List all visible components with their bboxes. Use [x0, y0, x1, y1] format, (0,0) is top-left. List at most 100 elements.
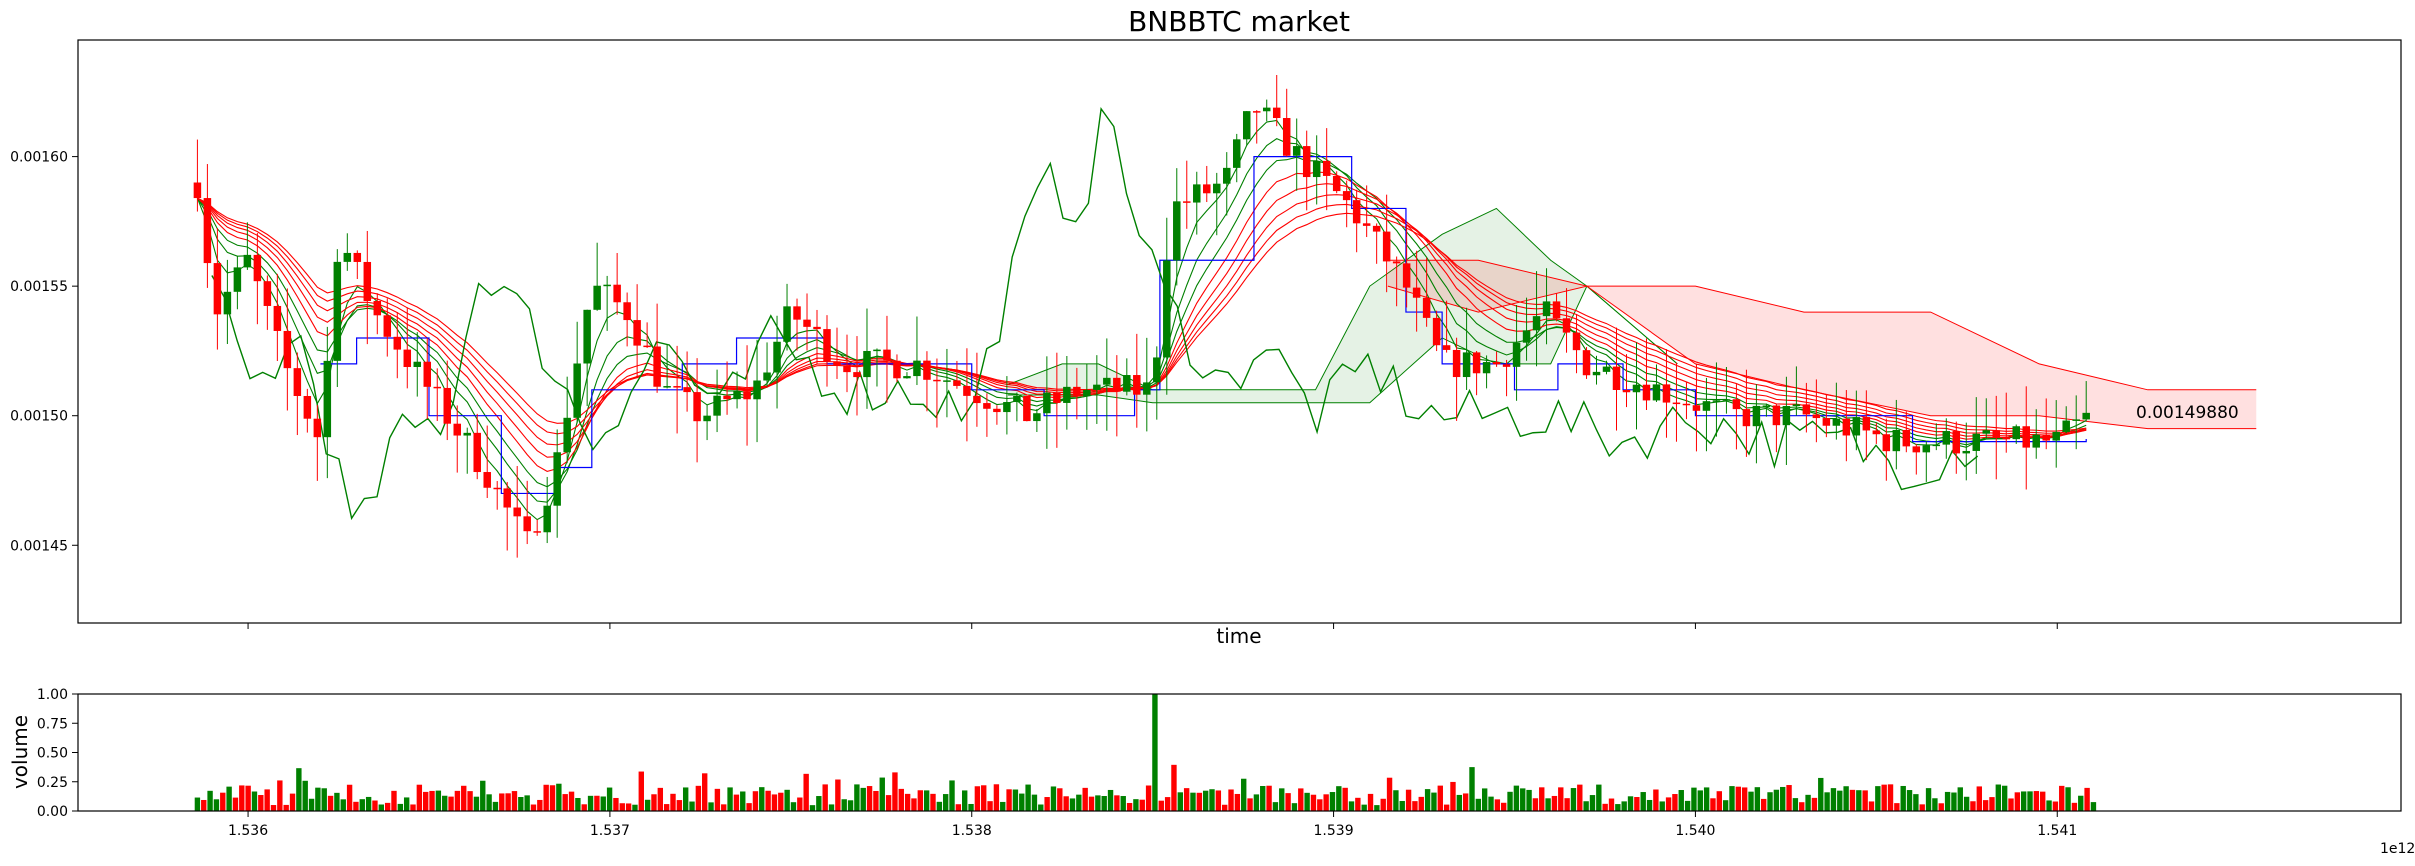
volume-bar	[1653, 789, 1659, 811]
volume-bar	[1539, 787, 1545, 811]
candle-body	[203, 198, 212, 264]
volume-bar	[486, 794, 492, 811]
volume-x-tick-label: 1.539	[1314, 823, 1354, 839]
candle-body	[533, 531, 541, 533]
volume-bar	[1684, 800, 1691, 811]
candle-body	[1732, 399, 1741, 410]
candle-body	[1642, 384, 1651, 401]
volume-bar	[835, 779, 841, 811]
candle-body	[863, 350, 871, 378]
volume-bar	[625, 803, 632, 811]
volume-bar	[879, 777, 885, 811]
volume-bar	[397, 803, 404, 811]
volume-bar	[1564, 798, 1570, 811]
candle-body	[1492, 362, 1501, 365]
candle-body	[943, 380, 951, 382]
volume-bar	[289, 793, 296, 811]
volume-bar	[1615, 804, 1621, 811]
volume-bar	[461, 785, 467, 811]
volume-bar	[1317, 799, 1323, 811]
volume-bar	[543, 784, 549, 811]
candle-body	[1752, 405, 1761, 427]
candle-body	[893, 360, 901, 379]
volume-bar	[860, 787, 866, 811]
candle-body	[383, 315, 392, 337]
candle-body	[1043, 392, 1051, 414]
candle-body	[703, 415, 711, 422]
volume-bar	[2033, 791, 2040, 811]
volume-bar	[1380, 798, 1386, 811]
volume-bar	[1241, 778, 1247, 811]
volume-bar	[841, 799, 847, 811]
candle-body	[1412, 287, 1421, 298]
volume-y-axis: 0.00 0.25 0.50 0.75 1.00	[37, 687, 78, 820]
price-plot-frame	[77, 39, 2402, 624]
candle-body	[763, 372, 771, 381]
volume-bar	[1412, 801, 1418, 811]
volume-bar	[714, 788, 721, 811]
volume-bar	[1760, 798, 1767, 811]
candle-body	[973, 395, 981, 404]
chikou-line	[211, 106, 1979, 521]
volume-bar	[771, 794, 778, 811]
candle-body	[353, 252, 362, 262]
volume-bar	[1558, 787, 1564, 811]
volume-bar	[442, 795, 448, 811]
candlesticks	[193, 74, 2090, 558]
volume-bar	[1722, 800, 1729, 811]
ema-line	[197, 197, 2087, 435]
candle-body	[1702, 401, 1711, 411]
volume-bar	[1526, 789, 1532, 811]
volume-bar	[606, 787, 613, 811]
candle-body	[1053, 392, 1061, 403]
volume-bar	[676, 800, 683, 811]
candle-body	[2022, 426, 2030, 448]
candle-body	[1003, 402, 1011, 413]
volume-bar	[1919, 804, 1925, 811]
volume-y-label: volume	[8, 715, 32, 789]
volume-bar	[1627, 796, 1634, 811]
candle-body	[423, 361, 432, 387]
candle-body	[783, 306, 791, 342]
candle-body	[193, 182, 202, 199]
volume-bar	[384, 802, 391, 811]
candle-body	[1802, 404, 1811, 415]
volume-bar	[873, 790, 879, 811]
volume-bar	[480, 780, 486, 811]
volume-bar	[258, 795, 264, 811]
candle-body	[1073, 386, 1081, 397]
candle-body	[753, 380, 761, 400]
volume-bar	[378, 804, 384, 811]
candle-body	[1442, 345, 1451, 350]
volume-plot: 0.000.250.500.751.00 1.536 1.537 1.538 1.53…	[8, 687, 2415, 857]
candle-body	[1023, 395, 1031, 422]
volume-bar	[416, 784, 423, 811]
candle-body	[583, 309, 591, 364]
volume-bar	[1088, 796, 1095, 811]
volume-bar	[518, 797, 524, 811]
candle-body	[1792, 404, 1801, 407]
volume-bar	[923, 790, 930, 811]
volume-bar	[2014, 792, 2021, 811]
volume-bar	[1361, 804, 1367, 811]
volume-bar	[1570, 788, 1577, 811]
volume-bar	[1298, 788, 1304, 811]
candle-body	[493, 487, 501, 490]
candle-body	[643, 345, 651, 348]
candle-body	[1123, 375, 1131, 392]
volume-bar	[689, 801, 695, 811]
candle-body	[1452, 349, 1461, 378]
volume-bar	[638, 771, 644, 811]
volume-bar	[2059, 785, 2065, 811]
cloud-bear-area	[1387, 260, 2257, 429]
volume-x-axis: 1.536 1.537 1.538 1.539 1.540 1.541	[228, 811, 2077, 839]
volume-bar	[321, 788, 327, 811]
volume-bar	[854, 784, 860, 811]
candle-body	[1292, 146, 1301, 156]
volume-bar	[904, 793, 911, 811]
volume-bar	[594, 795, 600, 811]
candle-body	[1372, 225, 1381, 232]
volume-bar	[473, 796, 480, 811]
